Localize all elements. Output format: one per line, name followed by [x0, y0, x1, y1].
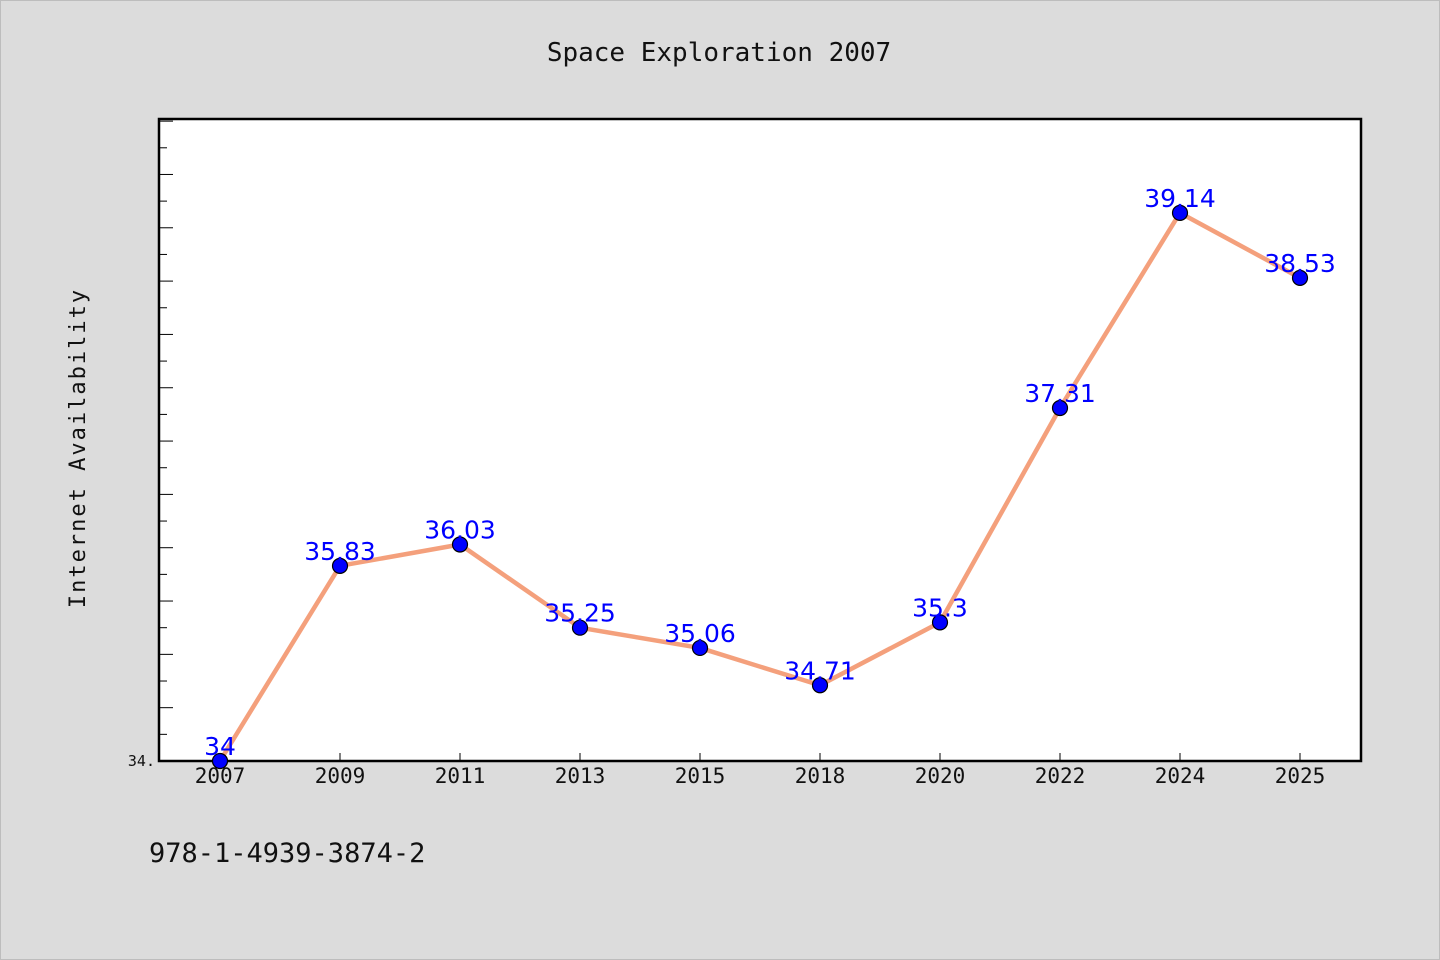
data-point	[211, 752, 229, 770]
data-label: 34	[204, 732, 236, 761]
chart-title: Space Exploration 2007	[547, 38, 891, 68]
x-tick-label: 2009	[315, 764, 366, 788]
data-labels: 34 35.83 36.03 35.25 35.06 34.71 35.3 37.31 39.1…	[204, 184, 1336, 761]
data-point	[811, 677, 829, 694]
data-label: 34.71	[784, 656, 856, 685]
x-axis-ticks: 2007 2009 2011 2013 2015 2018 2020 2022 2024 2025	[195, 753, 1326, 788]
data-label: 35.25	[544, 599, 616, 628]
footer-isbn: 978-1-4939-3874-2	[149, 838, 425, 869]
data-label: 39.14	[1144, 184, 1216, 213]
data-point	[331, 557, 349, 574]
x-tick-label: 2013	[555, 764, 606, 788]
x-tick-label: 2020	[915, 764, 966, 788]
data-point	[691, 639, 709, 657]
data-point	[1051, 399, 1069, 417]
data-point	[1171, 204, 1189, 221]
data-point	[451, 536, 469, 553]
x-tick-label: 2024	[1155, 764, 1206, 788]
y-axis-label: Internet Availability	[66, 288, 91, 608]
data-label: 36.03	[424, 516, 496, 545]
plot-area	[157, 117, 1363, 763]
data-point	[931, 614, 949, 631]
x-tick-label: 2025	[1275, 764, 1326, 788]
data-label: 35.83	[304, 537, 376, 566]
y-axis-min-label: 34.	[128, 752, 155, 770]
x-tick-label: 2022	[1035, 764, 1086, 788]
data-label: 35.3	[912, 593, 968, 622]
data-point	[571, 619, 589, 636]
y-axis-ticks	[159, 120, 173, 762]
x-tick-label: 2018	[795, 764, 846, 788]
series-line	[217, 210, 1303, 764]
data-label: 37.31	[1024, 379, 1096, 408]
x-tick-label: 2015	[675, 764, 726, 788]
x-tick-label: 2011	[435, 764, 486, 788]
data-markers	[211, 204, 1309, 770]
data-point	[1291, 269, 1309, 287]
data-label: 35.06	[664, 619, 736, 648]
data-label: 38.53	[1264, 249, 1336, 278]
